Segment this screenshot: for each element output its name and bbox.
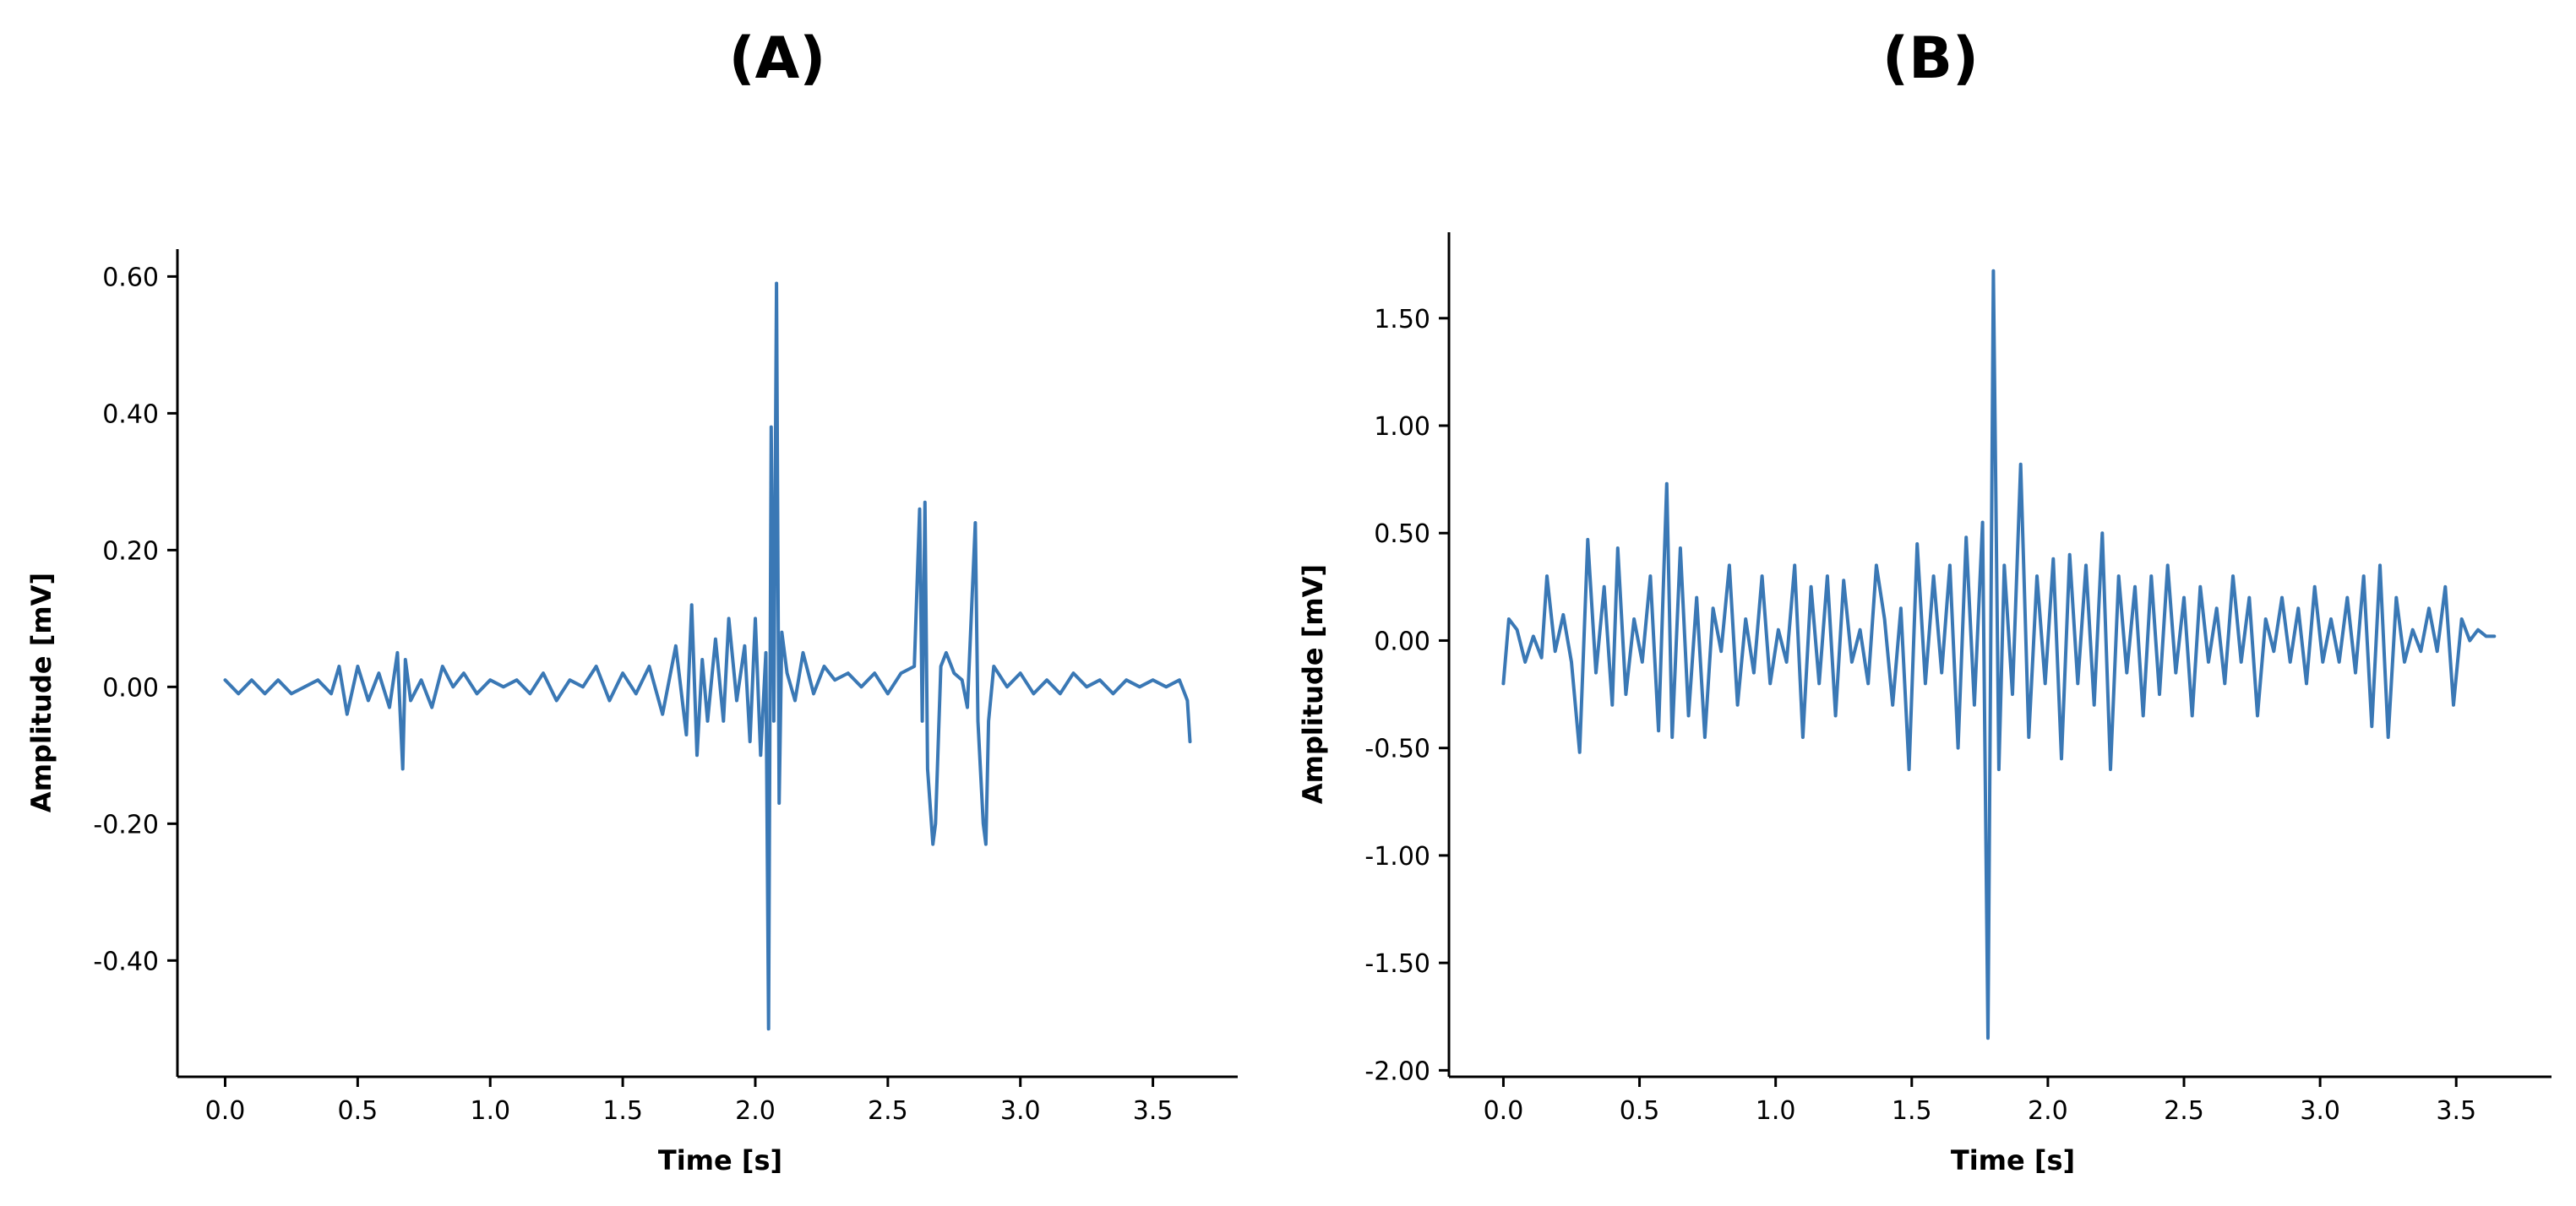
x-tick-label: 3.0: [2300, 1096, 2340, 1126]
y-tick-label: 1.00: [1374, 412, 1430, 442]
x-tick-label: 0.0: [205, 1096, 246, 1126]
y-tick-label: -0.40: [93, 947, 159, 976]
x-tick-label: 1.0: [470, 1096, 510, 1126]
x-tick-label: 1.5: [1892, 1096, 1932, 1126]
y-axis-label: Amplitude [mV]: [1297, 564, 1329, 804]
x-tick-label: 1.0: [1756, 1096, 1796, 1126]
y-tick-label: -0.20: [93, 810, 159, 839]
y-tick-label: -2.00: [1364, 1057, 1430, 1086]
panel-a-label: (A): [728, 25, 826, 92]
x-tick-label: 0.5: [1620, 1096, 1660, 1126]
y-tick-label: 0.20: [102, 536, 159, 566]
x-tick-label: 2.5: [868, 1096, 908, 1126]
y-tick-label: -0.50: [1364, 735, 1430, 764]
x-tick-label: 2.0: [735, 1096, 776, 1126]
x-tick-label: 3.5: [2436, 1096, 2476, 1126]
y-tick-label: 0.00: [1374, 627, 1430, 656]
chart-panel-a: 0.0 0.5 1.0 1.5 2.0 2.5 3.0 3.5 -0.40 -0.20 0.00 0.…: [25, 249, 1238, 1176]
y-tick-label: 0.40: [102, 399, 159, 429]
y-tick-label: 1.50: [1374, 305, 1430, 334]
x-tick-label: 2.5: [2164, 1096, 2204, 1126]
x-tick-label: 2.0: [2028, 1096, 2068, 1126]
x-tick-label: 0.5: [337, 1096, 378, 1126]
panel-b-label: (B): [1882, 25, 1979, 92]
x-axis-label: Time [s]: [1951, 1144, 2075, 1176]
y-tick-label: 0.50: [1374, 519, 1430, 549]
y-tick-label: -1.50: [1364, 949, 1430, 979]
x-tick-label: 3.0: [1000, 1096, 1041, 1126]
x-tick-label: 0.0: [1484, 1096, 1524, 1126]
x-tick-label: 1.5: [602, 1096, 643, 1126]
x-axis-label: Time [s]: [658, 1144, 782, 1176]
y-tick-label: 0.60: [102, 263, 159, 292]
series-line: [1501, 269, 2497, 1040]
y-tick-label: 0.00: [102, 673, 159, 703]
y-axis-label: Amplitude [mV]: [25, 573, 57, 812]
series-line: [223, 281, 1192, 1031]
x-tick-label: 3.5: [1133, 1096, 1174, 1126]
y-tick-label: -1.00: [1364, 842, 1430, 872]
